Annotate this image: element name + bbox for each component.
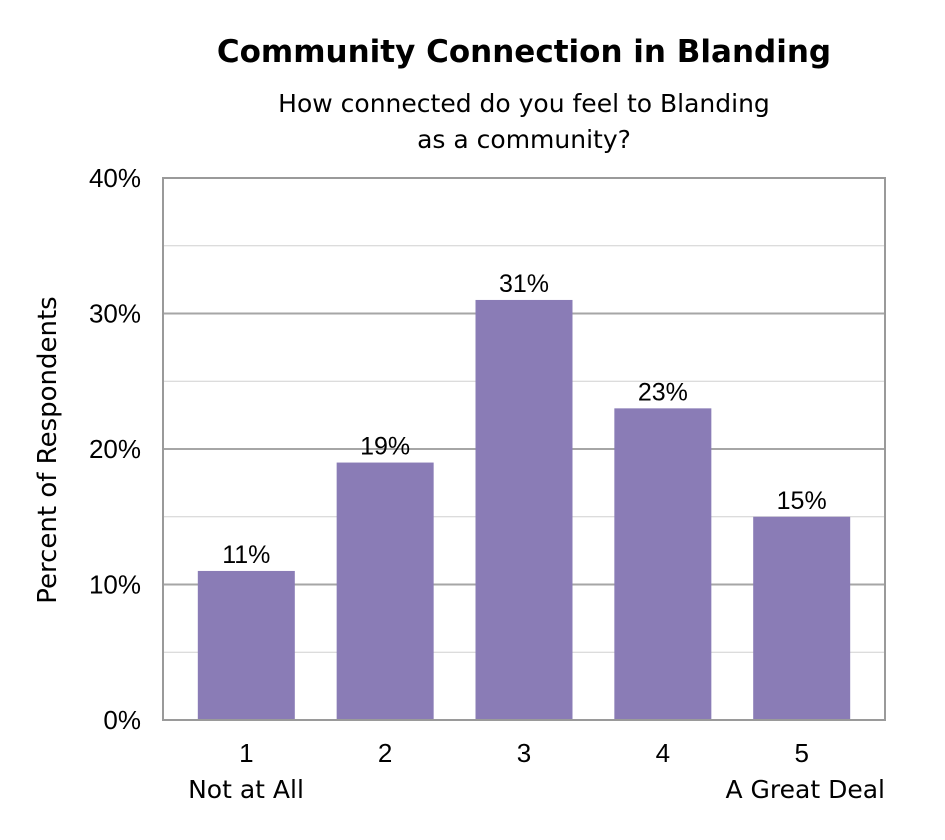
bars [197,299,851,720]
x-sublabel-last: A Great Deal [726,775,886,804]
plot-area-frame [162,177,886,721]
x-tick-label: 1 [239,738,253,768]
bar [336,462,434,720]
data-label: 11% [222,541,270,569]
bar [475,299,573,720]
x-sublabel-first: Not at All [188,775,304,804]
data-label: 31% [499,270,549,298]
y-tick-label: 0% [103,705,141,735]
data-labels: 11% 19% 31% 23% 15% [222,270,827,569]
data-label: 19% [360,433,410,461]
data-label: 15% [777,487,827,515]
y-tick-label: 40% [89,163,141,193]
x-tick-label: 2 [378,738,392,768]
y-tick-label: 30% [89,299,141,329]
chart-subtitle-line-2: as a community? [417,125,631,154]
y-axis-label: Percent of Respondents [33,296,63,603]
x-tick-label: 5 [794,738,808,768]
bar [614,408,712,720]
x-tick-label: 3 [517,738,531,768]
x-tick-label: 4 [656,738,670,768]
x-axis-ticks: 1 2 3 4 5 [239,738,809,768]
y-axis-ticks: 0% 10% 20% 30% 40% [89,163,141,735]
chart-title: Community Connection in Blanding [217,34,831,70]
bar [753,516,851,720]
y-tick-label: 20% [89,434,141,464]
data-label: 23% [638,378,688,406]
bar [197,570,295,720]
y-tick-label: 10% [89,570,141,600]
chart-subtitle-line-1: How connected do you feel to Blanding [278,89,770,118]
